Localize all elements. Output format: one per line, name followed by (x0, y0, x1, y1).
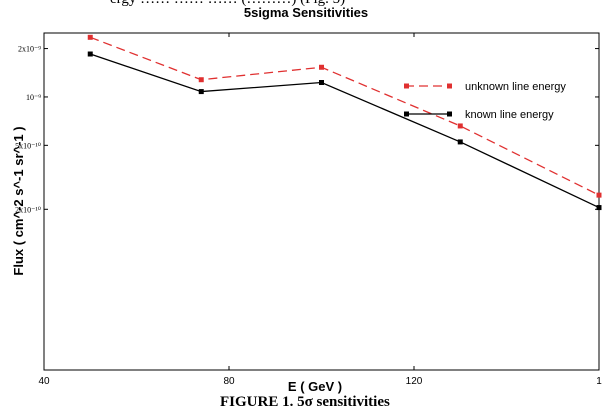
data-point (319, 64, 324, 70)
legend-marker (447, 83, 452, 89)
data-point (457, 139, 463, 145)
legend-marker (447, 111, 452, 117)
y-tick-label: 5x10⁻¹⁰ (15, 141, 41, 150)
axis-ticks: 40 80 120 1 2x10⁻⁹ 10⁻⁹ 5x10⁻¹⁰ 2x10⁻¹⁰ (15, 33, 602, 387)
legend-marker (404, 111, 409, 117)
data-point (198, 89, 204, 95)
y-tick-label: 10⁻⁹ (26, 93, 41, 102)
x-tick-label: 80 (223, 376, 235, 387)
y-tick-label: 2x10⁻⁹ (18, 45, 41, 54)
legend-label: unknown line energy (465, 81, 566, 93)
data-point (596, 205, 602, 211)
chart-title: 5sigma Sensitivities (244, 5, 368, 20)
plot-area (43, 32, 600, 371)
x-tick-label: 40 (38, 376, 50, 387)
series-layer (87, 34, 602, 211)
figure-caption-fragment: FIGURE 1. 5σ sensitivities (220, 394, 390, 410)
legend: unknown line energy known line energy (404, 81, 566, 121)
data-point (319, 80, 324, 86)
figure-text-fragment-top: ergy …… …… …… (………) (Fig. 5) (110, 0, 345, 8)
data-point (87, 34, 93, 40)
data-point (198, 77, 204, 83)
y-tick-label: 2x10⁻¹⁰ (15, 205, 41, 214)
y-axis-label: Flux ( cm^-2 s^-1 sr^-1 ) (11, 126, 26, 275)
legend-marker (404, 83, 409, 89)
data-point (596, 192, 602, 198)
x-tick-label: 120 (406, 376, 423, 387)
x-tick-label: 1 (596, 376, 602, 387)
legend-label: known line energy (465, 109, 554, 121)
data-point (457, 123, 463, 129)
x-axis-label: E ( GeV ) (288, 379, 342, 394)
data-point (87, 51, 93, 57)
